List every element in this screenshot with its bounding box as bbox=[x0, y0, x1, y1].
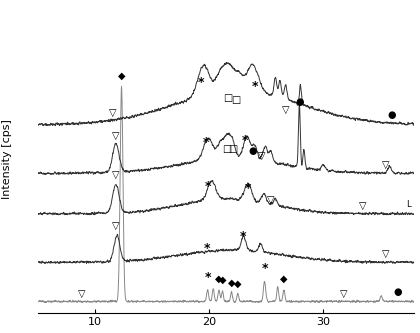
Text: *: * bbox=[198, 76, 205, 89]
Text: L: L bbox=[407, 200, 411, 209]
Text: ◆: ◆ bbox=[215, 274, 223, 284]
Text: ▽: ▽ bbox=[112, 221, 120, 231]
Text: ▽: ▽ bbox=[109, 108, 116, 118]
Text: ▽: ▽ bbox=[267, 195, 275, 205]
Text: ◆: ◆ bbox=[118, 71, 125, 81]
Text: *: * bbox=[205, 271, 211, 284]
Text: □: □ bbox=[228, 144, 238, 154]
Text: *: * bbox=[261, 262, 268, 275]
Text: □: □ bbox=[223, 93, 232, 103]
Text: ▽: ▽ bbox=[282, 105, 289, 115]
Text: *: * bbox=[245, 182, 251, 195]
Text: *: * bbox=[240, 230, 247, 243]
Text: ▽: ▽ bbox=[78, 288, 85, 298]
Text: ▽: ▽ bbox=[258, 151, 265, 161]
Text: *: * bbox=[241, 134, 248, 147]
Text: ●: ● bbox=[387, 110, 396, 120]
Text: ▽: ▽ bbox=[340, 288, 347, 298]
Y-axis label: Intensity [cps]: Intensity [cps] bbox=[2, 119, 12, 199]
Text: ◆: ◆ bbox=[228, 278, 235, 288]
Text: ◆: ◆ bbox=[234, 279, 242, 289]
Text: ▽: ▽ bbox=[382, 249, 390, 259]
Text: ▽: ▽ bbox=[382, 160, 390, 170]
Text: □: □ bbox=[231, 96, 240, 106]
Text: *: * bbox=[204, 242, 210, 255]
Text: ●: ● bbox=[296, 97, 304, 107]
Text: *: * bbox=[205, 180, 211, 193]
Text: *: * bbox=[202, 136, 209, 149]
Text: *: * bbox=[252, 80, 258, 93]
Text: ▽: ▽ bbox=[112, 169, 120, 179]
Text: ●: ● bbox=[393, 287, 402, 297]
Text: ◆: ◆ bbox=[219, 275, 226, 285]
Text: ●: ● bbox=[248, 146, 257, 156]
Text: ◆: ◆ bbox=[280, 274, 288, 284]
Text: ▽: ▽ bbox=[112, 131, 120, 141]
Text: □: □ bbox=[222, 144, 231, 154]
Text: ▽: ▽ bbox=[360, 201, 367, 211]
